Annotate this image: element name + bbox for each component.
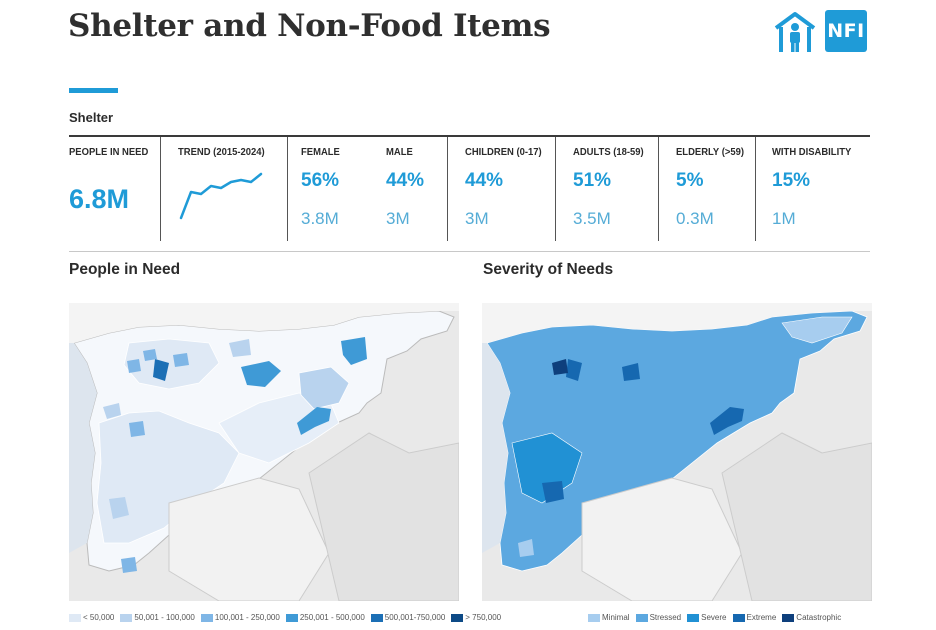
legend-swatch [687,613,700,622]
nfi-icon: NFI [825,10,867,52]
stat-percent: 51% [573,170,612,191]
section-label: Shelter [69,110,114,125]
stat-adults: ADULTS (18-59) 51% 3.5M [573,137,659,241]
legend-item: Minimal [588,613,630,622]
stat-label: ELDERLY (>59) [676,146,745,158]
legend-label: 50,001 - 100,000 [134,613,195,622]
legend-label: 250,001 - 500,000 [299,613,365,622]
severity-map-graphic [482,303,872,601]
pin-map-graphic [69,303,459,601]
legend-swatch [451,613,464,622]
legend-label: 100,001 - 250,000 [214,613,280,622]
legend-label: Catastrophic [796,613,842,622]
legend-label: Minimal [602,613,630,622]
stat-male: MALE 44% 3M [385,137,448,241]
stat-female: FEMALE 56% 3.8M [300,137,380,241]
legend-item: 50,001 - 100,000 [120,613,195,622]
stat-absolute: 3M [465,209,489,228]
stats-divider [69,251,870,252]
stat-percent: 56% [301,170,340,191]
severity-map-heading: Severity of Needs [483,261,614,278]
stat-label: CHILDREN (0-17) [465,146,542,158]
stat-children: CHILDREN (0-17) 44% 3M [465,137,556,241]
legend-label: Severe [701,613,727,622]
legend-swatch [200,613,213,622]
stat-elderly: ELDERLY (>59) 5% 0.3M [676,137,756,241]
trend-sparkline [179,172,263,220]
legend-item: Extreme [732,613,777,622]
stat-label: MALE [386,146,413,158]
legend-swatch [782,613,795,622]
people-in-need-map [69,303,459,601]
legend-label: 500,001-750,000 [384,613,446,622]
legend-item: 500,001-750,000 [370,613,446,622]
stat-label: FEMALE [301,146,340,158]
legend-item: Stressed [635,613,682,622]
stat-percent: 5% [676,170,704,191]
stat-absolute: 3.8M [301,209,339,228]
legend-swatch [285,613,298,622]
pin-legend: < 50,000 50,001 - 100,000 100,001 - 250,… [69,613,507,622]
stat-trend: TREND (2015-2024) [161,137,288,241]
legend-swatch [370,613,383,622]
page-title: Shelter and Non-Food Items [68,8,551,44]
legend-swatch [635,613,648,622]
legend-item: Catastrophic [782,613,841,622]
stat-label: ADULTS (18-59) [573,146,644,158]
legend-swatch [69,613,81,622]
stat-percent: 44% [465,170,504,191]
section-divider [69,135,870,137]
stat-absolute: 3M [386,209,410,228]
accent-bar [69,88,118,93]
legend-item: 100,001 - 250,000 [200,613,280,622]
stat-percent: 44% [386,170,425,191]
pin-map-heading: People in Need [69,261,181,278]
legend-item: > 750,000 [451,613,501,622]
header-icons: NFI [773,10,867,54]
stat-absolute: 0.3M [676,209,714,228]
legend-swatch [120,613,133,622]
stat-label: WITH DISABILITY [772,146,852,158]
stat-disability: WITH DISABILITY 15% 1M [772,137,870,241]
shelter-icon [774,12,816,52]
stat-label: PEOPLE IN NEED [69,146,149,158]
legend-swatch [588,613,600,622]
stat-label: TREND (2015-2024) [178,146,265,158]
legend-item: Severe [687,613,727,622]
legend-swatch [732,613,745,622]
legend-label: < 50,000 [83,613,115,622]
legend-label: Extreme [746,613,777,622]
legend-label: Stressed [649,613,682,622]
stat-absolute: 3.5M [573,209,611,228]
severity-of-needs-map [482,303,872,601]
stat-percent: 15% [772,170,811,191]
stat-value: 6.8M [69,184,130,214]
legend-item: 250,001 - 500,000 [285,613,365,622]
severity-legend: Minimal Stressed Severe Extreme Catastro… [588,613,847,622]
stat-absolute: 1M [772,209,796,228]
legend-label: > 750,000 [465,613,502,622]
stat-people-in-need: PEOPLE IN NEED 6.8M [69,137,161,241]
legend-item: < 50,000 [69,613,114,622]
